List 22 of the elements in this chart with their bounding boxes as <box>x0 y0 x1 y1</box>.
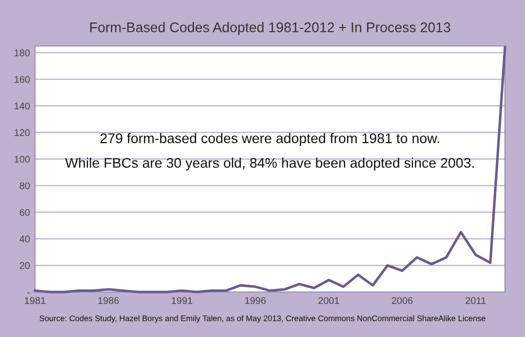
chart-title: Form-Based Codes Adopted 1981-2012 + In Process 2013 <box>90 22 450 35</box>
y-tick-label: 120 <box>14 129 30 136</box>
x-tick-label: 1991 <box>172 297 192 304</box>
y-tick-label: 100 <box>14 156 30 163</box>
y-tick-label: 180 <box>14 49 30 56</box>
line-series <box>34 46 506 294</box>
x-tick-label: 2011 <box>466 297 486 304</box>
y-tick-label: 40 <box>20 236 30 242</box>
source-note: Source: Codes Study, Hazel Borys and Emily Talen, as of May 2013, Creative Commons NonCommercial ShareAlike License <box>40 315 486 323</box>
x-tick-label: 1986 <box>98 297 119 304</box>
x-tick-label: 2006 <box>392 297 413 304</box>
x-tick-label: 1981 <box>24 297 46 304</box>
y-tick-label: - <box>27 292 30 294</box>
y-tick-label: 140 <box>14 102 30 110</box>
annotation: While FBCs are 30 years old, 84% have been adopted since 2003. <box>65 158 474 171</box>
y-tick-label: 160 <box>14 76 30 83</box>
y-tick-label: 20 <box>20 262 30 270</box>
y-tick-label: 80 <box>20 182 30 190</box>
x-tick-label: 1996 <box>245 297 266 304</box>
x-tick-label: 2001 <box>318 297 340 304</box>
annotation: 279 form-based codes were adopted from 1981 to now. <box>100 133 439 146</box>
y-tick-label: 60 <box>20 208 30 216</box>
